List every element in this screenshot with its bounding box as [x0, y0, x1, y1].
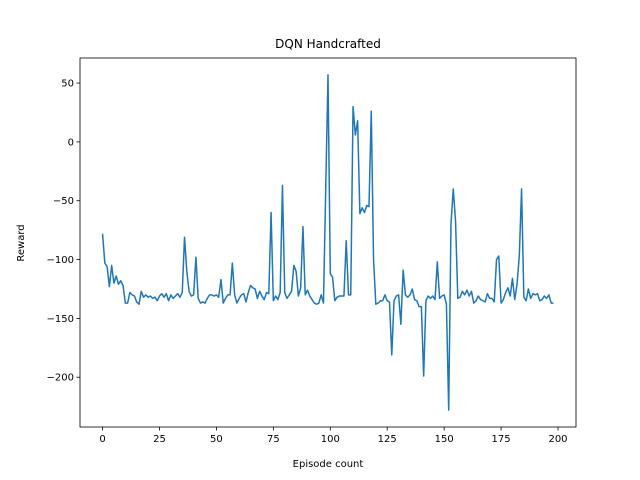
- x-tick-label: 200: [548, 434, 567, 445]
- chart-title: DQN Handcrafted: [275, 37, 381, 51]
- x-tick-label: 150: [435, 434, 454, 445]
- y-tick-label: −200: [47, 373, 74, 384]
- y-tick-label: −100: [47, 255, 74, 266]
- y-tick-label: −150: [47, 314, 74, 325]
- x-tick-label: 0: [99, 434, 105, 445]
- x-tick-label: 125: [378, 434, 397, 445]
- x-tick-label: 75: [267, 434, 280, 445]
- axes-frame: [79, 57, 577, 428]
- y-tick-label: 50: [61, 79, 74, 90]
- x-tick-label: 100: [321, 434, 340, 445]
- y-axis-label: Reward: [16, 224, 27, 261]
- x-axis-label: Episode count: [293, 459, 364, 470]
- x-tick-label: 175: [492, 434, 511, 445]
- x-tick-label: 25: [153, 434, 166, 445]
- y-tick-label: −50: [53, 196, 74, 207]
- x-tick-label: 50: [210, 434, 223, 445]
- data-line: [101, 74, 554, 411]
- y-tick-label: 0: [68, 137, 74, 148]
